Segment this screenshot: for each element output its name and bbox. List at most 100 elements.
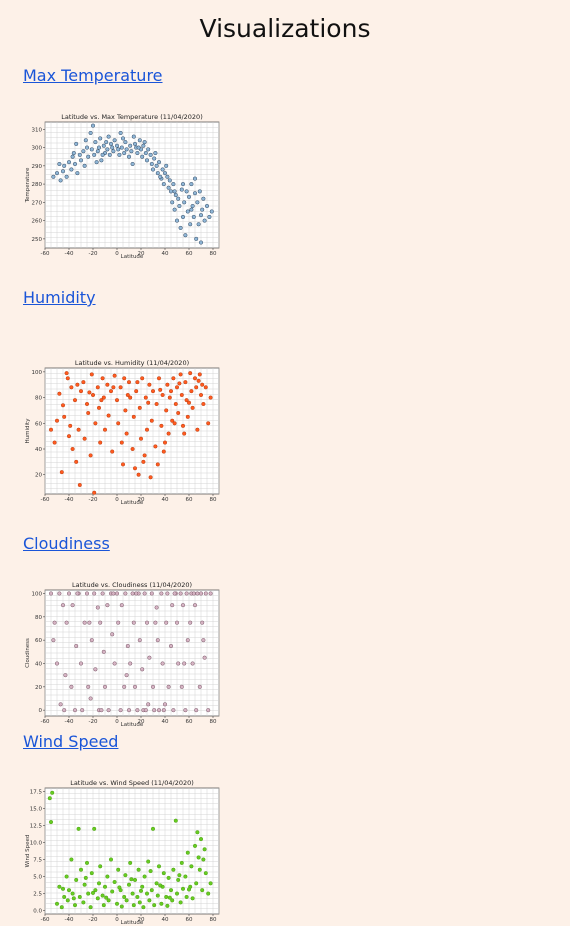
data-point	[111, 149, 116, 154]
data-point	[146, 400, 151, 405]
data-point	[185, 414, 190, 419]
data-point	[98, 864, 103, 869]
data-point	[90, 392, 96, 398]
cloudiness-link[interactable]: Cloudiness	[23, 534, 110, 553]
data-point	[116, 147, 121, 152]
data-point	[183, 708, 188, 713]
chart-title: Latitude vs. Humidity (11/04/2020)	[75, 359, 189, 367]
data-point	[50, 790, 55, 795]
data-point	[183, 380, 188, 385]
data-point	[124, 673, 129, 678]
data-point	[184, 894, 189, 899]
data-point	[58, 178, 63, 183]
y-tick-label: 280	[32, 182, 43, 188]
data-point	[105, 382, 110, 387]
data-point	[174, 891, 180, 896]
data-point	[131, 620, 136, 625]
x-tick-label: 60	[186, 251, 193, 257]
data-point	[60, 169, 66, 174]
data-point	[132, 466, 138, 471]
data-point	[173, 193, 178, 198]
data-point	[84, 591, 90, 596]
cloudiness-chart: Latitude vs. Cloudiness (11/04/2020) -60 -…	[23, 580, 223, 728]
y-tick-label: 300	[32, 146, 43, 152]
data-point	[101, 395, 106, 400]
y-tick-label: 2.5	[33, 892, 42, 898]
data-point	[51, 638, 56, 643]
x-tick-label: -20	[89, 497, 98, 503]
data-point	[168, 888, 174, 893]
data-point	[183, 874, 188, 879]
data-point	[74, 877, 79, 882]
y-tick-label: 17.5	[30, 789, 43, 795]
data-point	[101, 903, 106, 908]
data-point	[84, 860, 90, 865]
data-point	[136, 867, 141, 872]
data-point	[170, 898, 175, 903]
humidity-chart: Latitude vs. Humidity (11/04/2020) -60 -40…	[23, 358, 223, 506]
data-point	[159, 591, 164, 596]
y-tick-label: 80	[35, 615, 42, 621]
data-point	[185, 638, 190, 643]
data-point	[119, 145, 124, 150]
data-point	[86, 410, 91, 416]
data-point	[150, 167, 156, 172]
data-point	[203, 385, 208, 390]
x-tick-label: -20	[89, 719, 98, 725]
data-point	[174, 218, 180, 223]
data-point	[114, 901, 120, 906]
data-point	[100, 893, 105, 898]
data-point	[168, 189, 174, 194]
data-point	[125, 643, 130, 649]
data-point	[147, 382, 152, 387]
data-point	[106, 134, 111, 139]
data-point	[177, 873, 182, 878]
data-point	[134, 389, 139, 394]
data-point	[59, 905, 64, 910]
data-point	[72, 903, 78, 908]
data-point	[159, 901, 164, 906]
data-point	[89, 372, 94, 377]
x-tick-label: 60	[186, 497, 193, 503]
data-point	[188, 222, 193, 227]
data-point	[58, 702, 63, 707]
data-point	[69, 385, 74, 390]
max-temperature-link[interactable]: Max Temperature	[23, 66, 163, 85]
data-point	[192, 603, 198, 608]
data-point	[158, 387, 163, 392]
data-point	[185, 209, 190, 214]
data-point	[120, 462, 126, 467]
data-point	[102, 684, 108, 689]
data-point	[112, 661, 117, 666]
data-point	[95, 149, 100, 154]
data-point	[156, 376, 162, 381]
data-point	[170, 418, 175, 423]
data-point	[72, 708, 78, 713]
x-tick-label: -40	[65, 719, 74, 725]
data-point	[186, 194, 192, 199]
data-point	[66, 434, 72, 439]
data-point	[154, 163, 159, 168]
data-point	[202, 218, 207, 223]
data-point	[172, 189, 177, 194]
data-point	[198, 213, 204, 218]
data-point	[104, 140, 109, 145]
data-point	[190, 203, 195, 209]
data-point	[137, 900, 142, 905]
data-point	[206, 708, 211, 713]
data-point	[130, 161, 135, 167]
data-point	[174, 620, 180, 625]
wind-speed-link[interactable]: Wind Speed	[23, 732, 119, 751]
data-point	[188, 371, 193, 376]
data-point	[196, 378, 201, 383]
data-point	[154, 881, 159, 886]
data-point	[154, 401, 159, 407]
data-point	[114, 143, 120, 148]
x-tick-label: -40	[65, 917, 74, 923]
data-point	[59, 470, 64, 475]
data-point	[149, 888, 154, 893]
data-point	[110, 449, 115, 454]
data-point	[123, 140, 128, 145]
data-point	[52, 620, 57, 625]
humidity-link[interactable]: Humidity	[23, 288, 96, 307]
